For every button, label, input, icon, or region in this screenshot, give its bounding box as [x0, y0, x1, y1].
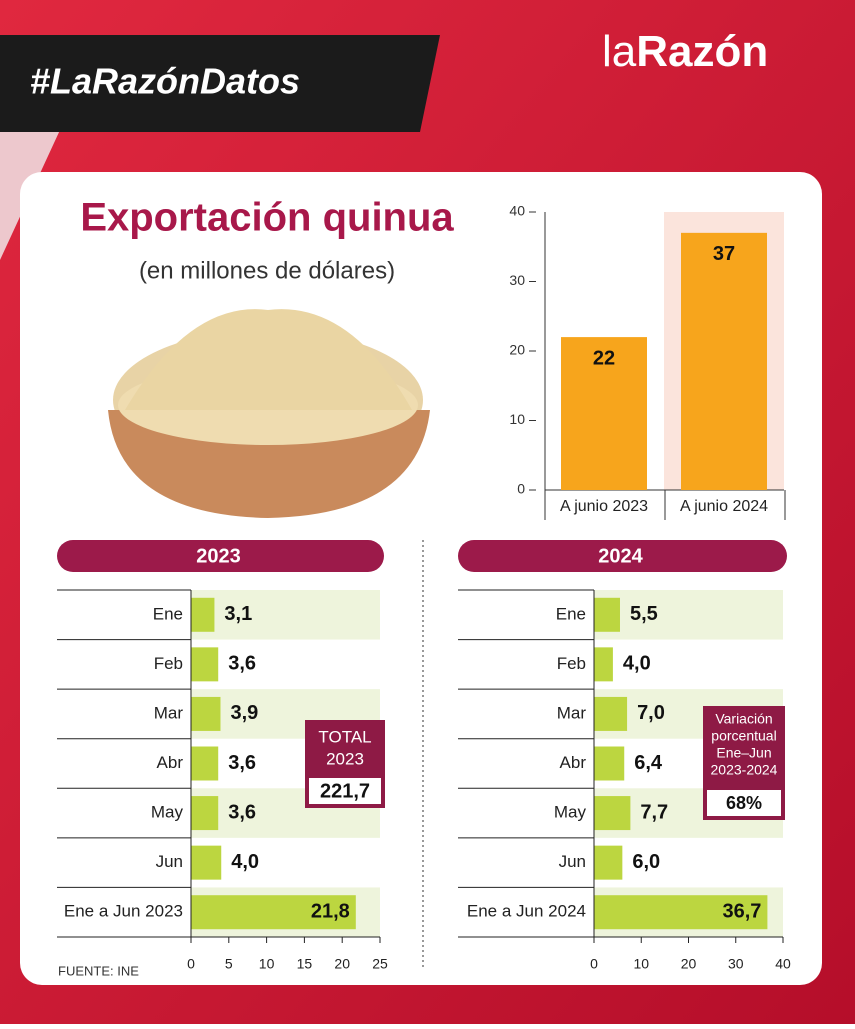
x-tick-label: 10 [259, 956, 275, 972]
title-pill [458, 540, 787, 572]
category-label: Ene [556, 604, 586, 623]
x-tick-label: 25 [372, 956, 388, 972]
x-tick-label: 5 [225, 956, 233, 972]
bar [191, 895, 356, 930]
subtitle: (en millones de dólares) [139, 257, 395, 284]
bar [191, 746, 219, 781]
category-label: Mar [154, 703, 184, 722]
bar [594, 895, 768, 930]
y-tick-label: 0 [517, 481, 525, 497]
bar [594, 796, 631, 831]
x-tick-label: 20 [681, 956, 697, 972]
y-tick-label: 40 [509, 203, 525, 219]
source: FUENTE: INE [58, 963, 139, 978]
x-tick-label: 40 [775, 956, 791, 972]
hashtag-banner [0, 35, 440, 132]
value-label: 7,7 [640, 801, 668, 823]
bar [681, 232, 767, 490]
category-label: Abr [157, 753, 184, 772]
x-tick-label: 0 [590, 956, 598, 972]
category-label: Abr [560, 753, 587, 772]
bar [191, 647, 219, 682]
bar [594, 647, 613, 682]
bar [594, 597, 620, 632]
category-label: Mar [557, 703, 587, 722]
x-tick-label: 10 [633, 956, 649, 972]
category-label: Ene [153, 604, 183, 623]
value-label: 3,6 [228, 752, 256, 774]
category-label: Ene a Jun 2024 [467, 902, 586, 921]
title-pill [57, 540, 384, 572]
annotation-line: Variación [715, 711, 772, 727]
logo: laRazón [602, 27, 768, 76]
x-tick-label: A junio 2023 [560, 498, 648, 515]
y-tick-label: 20 [509, 342, 525, 358]
annotation-value: 68% [726, 793, 762, 813]
x-tick-label: 15 [297, 956, 313, 972]
y-tick-label: 30 [509, 272, 525, 288]
annotation-2024: Variación porcentual Ene–Jun 2023-2024 6… [703, 706, 785, 820]
y-tick-label: 10 [509, 411, 525, 427]
title: Exportación quinua [80, 196, 454, 240]
bar [561, 337, 647, 490]
bar [191, 597, 215, 632]
panel-title: 2024 [598, 545, 643, 567]
row-band [594, 590, 783, 640]
logo-light: la [602, 27, 637, 76]
logo-bold: Razón [636, 27, 768, 76]
bar [191, 796, 219, 831]
value-label: 37 [713, 243, 735, 265]
x-tick-label: 0 [187, 956, 195, 972]
x-tick-label: A junio 2024 [680, 498, 768, 515]
row-band [191, 590, 380, 640]
annotation-line: Ene–Jun [716, 745, 771, 761]
category-label: Feb [557, 654, 586, 673]
annotation-line: 2023-2024 [711, 762, 778, 778]
value-label: 6,0 [632, 851, 660, 873]
category-label: Ene a Jun 2023 [64, 902, 183, 921]
hashtag: #LaRazónDatos [30, 61, 300, 102]
value-label: 4,0 [231, 851, 259, 873]
annotation-value: 221,7 [320, 780, 370, 802]
annotation-line: 2023 [326, 749, 364, 768]
bowl [108, 309, 430, 518]
value-label: 4,0 [623, 653, 651, 675]
bar [594, 696, 628, 731]
annotation-line: TOTAL [318, 727, 371, 746]
panel-title: 2023 [196, 545, 241, 567]
x-tick-label: 30 [728, 956, 744, 972]
category-label: Jun [156, 852, 183, 871]
value-label: 7,0 [637, 702, 665, 724]
bar [191, 696, 221, 731]
value-label: 21,8 [311, 900, 350, 922]
value-label: 22 [593, 347, 615, 369]
value-label: 3,6 [228, 801, 256, 823]
value-label: 6,4 [634, 752, 663, 774]
x-tick-label: 20 [334, 956, 350, 972]
bar [594, 845, 623, 880]
category-label: Feb [154, 654, 183, 673]
value-label: 3,9 [230, 702, 258, 724]
bar [191, 845, 222, 880]
value-label: 3,1 [224, 603, 252, 625]
annotation-line: porcentual [711, 728, 776, 744]
category-label: Jun [559, 852, 586, 871]
value-label: 3,6 [228, 653, 256, 675]
value-label: 36,7 [722, 900, 761, 922]
category-label: May [554, 803, 587, 822]
annotation-2023: TOTAL 2023 221,7 [305, 720, 385, 808]
category-label: May [151, 803, 184, 822]
bar [594, 746, 625, 781]
value-label: 5,5 [630, 603, 658, 625]
